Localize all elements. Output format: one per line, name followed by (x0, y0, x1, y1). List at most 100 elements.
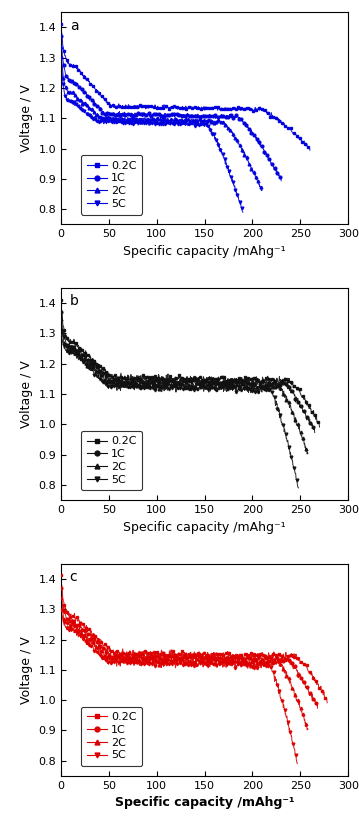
0.2C (268, 112, 272, 122)
0.2C (306, 142, 311, 152)
2C (267, 656, 271, 666)
2C (65, 342, 69, 351)
2C (304, 719, 308, 729)
5C (64, 346, 69, 356)
1C (275, 654, 279, 663)
2C (64, 82, 68, 92)
0.2C (86, 350, 90, 360)
Line: 1C: 1C (60, 586, 317, 704)
0.2C (85, 74, 89, 84)
5C (78, 103, 82, 113)
5C (238, 660, 243, 670)
1C (278, 172, 282, 182)
0.2C (70, 61, 75, 71)
0.2C (65, 333, 69, 342)
5C (197, 120, 201, 130)
0.2C (316, 417, 320, 427)
5C (84, 360, 88, 369)
2C (59, 314, 63, 324)
1C (254, 655, 258, 665)
Legend: 0.2C, 1C, 2C, 5C: 0.2C, 1C, 2C, 5C (81, 707, 142, 766)
Line: 5C: 5C (60, 608, 297, 757)
1C (59, 307, 63, 317)
2C (304, 443, 308, 453)
Line: 5C: 5C (60, 333, 298, 481)
0.2C (178, 103, 182, 112)
Line: 5C: 5C (60, 57, 243, 209)
0.2C (276, 380, 281, 390)
5C (295, 475, 299, 484)
Legend: 0.2C, 1C, 2C, 5C: 0.2C, 1C, 2C, 5C (81, 431, 142, 490)
Line: 0.2C: 0.2C (60, 574, 327, 699)
5C (59, 53, 63, 63)
Y-axis label: Voltage / V: Voltage / V (20, 85, 33, 152)
0.2C (255, 374, 260, 384)
Line: 0.2C: 0.2C (60, 23, 310, 149)
X-axis label: Specific capacity /mAhg⁻¹: Specific capacity /mAhg⁻¹ (115, 796, 294, 810)
Line: 2C: 2C (60, 318, 308, 450)
1C (182, 652, 186, 662)
2C (155, 113, 159, 123)
2C (85, 361, 89, 371)
1C (65, 340, 69, 350)
5C (258, 383, 263, 392)
Line: 0.2C: 0.2C (60, 298, 319, 424)
1C (71, 616, 75, 626)
2C (65, 617, 69, 627)
5C (173, 381, 177, 391)
5C (239, 385, 243, 395)
2C (228, 125, 232, 135)
1C (252, 379, 256, 389)
5C (146, 117, 150, 126)
1C (59, 583, 63, 593)
5C (59, 605, 63, 615)
1C (65, 614, 69, 624)
1C (69, 76, 74, 86)
2C (68, 87, 73, 97)
0.2C (59, 19, 63, 29)
1C (226, 112, 230, 122)
1C (82, 87, 87, 97)
2C (247, 659, 251, 669)
5C (239, 203, 244, 213)
2C (177, 377, 182, 387)
2C (59, 593, 63, 603)
5C (64, 624, 69, 634)
2C (70, 342, 75, 352)
2C (267, 381, 271, 391)
1C (64, 71, 68, 81)
5C (84, 636, 88, 646)
2C (85, 637, 89, 647)
0.2C (65, 608, 69, 617)
5C (70, 347, 74, 357)
1C (314, 698, 318, 708)
2C (80, 99, 84, 109)
Y-axis label: Voltage / V: Voltage / V (20, 360, 33, 428)
1C (181, 376, 185, 386)
Text: a: a (70, 19, 78, 33)
Line: 1C: 1C (60, 35, 281, 178)
5C (212, 130, 216, 140)
2C (258, 182, 263, 192)
0.2C (283, 655, 287, 665)
X-axis label: Specific capacity /mAhg⁻¹: Specific capacity /mAhg⁻¹ (123, 245, 286, 258)
0.2C (71, 611, 76, 621)
Text: b: b (70, 295, 79, 309)
1C (85, 355, 90, 365)
Line: 2C: 2C (60, 46, 262, 189)
5C (59, 329, 63, 339)
0.2C (261, 650, 265, 660)
1C (311, 423, 315, 433)
2C (70, 618, 75, 628)
5C (70, 625, 74, 635)
2C (177, 653, 182, 663)
0.2C (248, 104, 252, 114)
1C (272, 378, 277, 388)
1C (244, 120, 248, 130)
0.2C (71, 337, 75, 346)
X-axis label: Specific capacity /mAhg⁻¹: Specific capacity /mAhg⁻¹ (123, 521, 286, 534)
1C (164, 110, 169, 120)
5C (63, 91, 67, 101)
2C (247, 383, 251, 393)
2C (59, 43, 63, 53)
